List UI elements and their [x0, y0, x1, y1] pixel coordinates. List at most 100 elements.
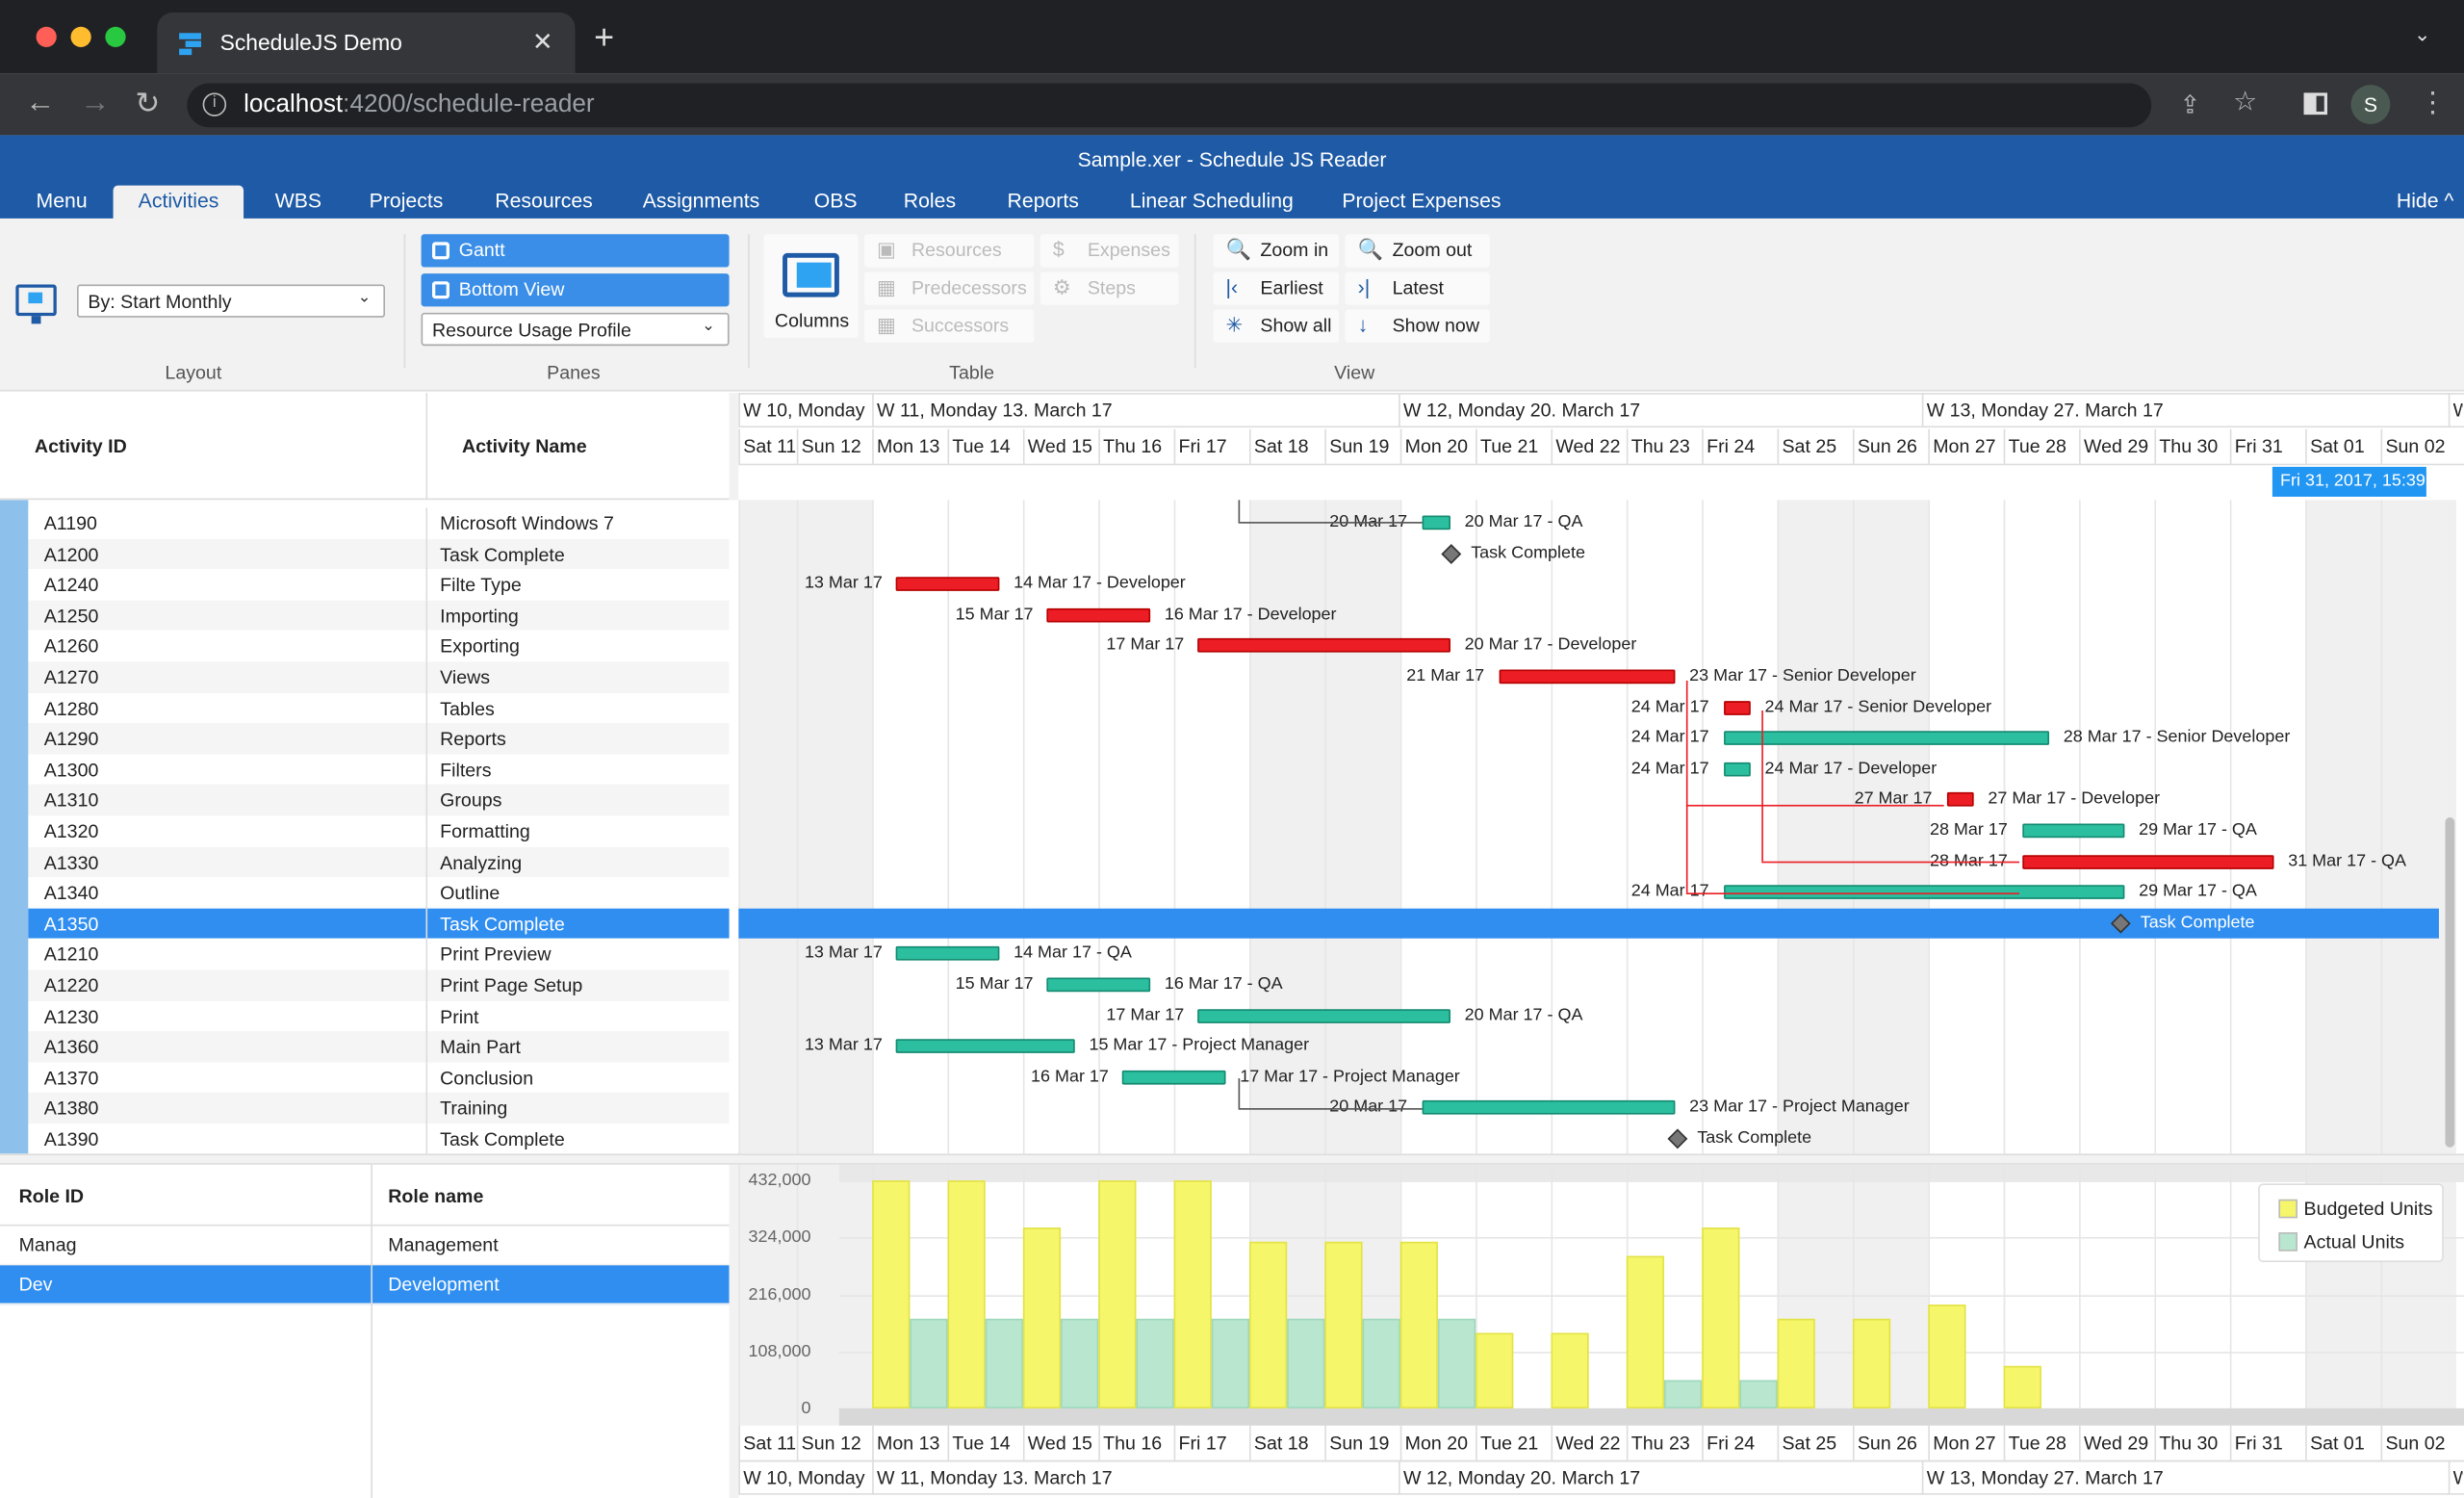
pane-splitter[interactable] — [0, 1153, 2464, 1165]
latest-button[interactable]: ›| Latest — [1345, 271, 1490, 305]
menu-tab-assignments[interactable]: Assignments — [642, 188, 760, 213]
side-panel-icon[interactable] — [2303, 92, 2328, 116]
role-row[interactable]: Dev Development — [0, 1265, 730, 1305]
column-header-role-name[interactable]: Role name — [388, 1185, 484, 1207]
gantt-row-selected[interactable] — [738, 908, 2439, 940]
activity-bar[interactable] — [1724, 885, 2125, 900]
activity-bar[interactable] — [895, 1039, 1075, 1054]
menu-tab-resources[interactable]: Resources — [495, 188, 593, 213]
show-now-button[interactable]: ↓ Show now — [1345, 309, 1490, 343]
activity-bar[interactable] — [1121, 1070, 1226, 1085]
browser-menu-icon[interactable]: ⋮ — [2418, 86, 2448, 118]
activity-bar[interactable] — [1724, 731, 2050, 746]
role-row[interactable]: Manag Management — [0, 1226, 730, 1266]
table-row[interactable]: A1190 Microsoft Windows 7 — [28, 507, 730, 539]
zoom-out-button[interactable]: 🔍 Zoom out — [1345, 234, 1490, 268]
bookmark-star-icon[interactable]: ☆ — [2233, 86, 2257, 116]
table-row[interactable]: A1340 Outline — [28, 877, 730, 909]
address-bar[interactable]: i localhost:4200/schedule-reader — [187, 83, 2152, 128]
bottom-view-toggle-button[interactable]: Bottom View — [421, 273, 730, 307]
activity-bar[interactable] — [1724, 762, 1751, 777]
table-row[interactable]: A1230 Print — [28, 1000, 730, 1032]
critical-activity-bar[interactable] — [1724, 700, 1751, 715]
close-window-icon[interactable] — [36, 26, 57, 47]
share-icon[interactable]: ⇪ — [2179, 92, 2201, 120]
site-info-icon[interactable]: i — [202, 92, 227, 116]
column-header-activity-name[interactable]: Activity Name — [462, 435, 587, 458]
day-label: Sun 12 — [801, 435, 861, 458]
table-row[interactable]: A1200 Task Complete — [28, 538, 730, 570]
critical-activity-bar[interactable] — [1197, 638, 1450, 654]
column-header-role-id[interactable]: Role ID — [18, 1185, 85, 1207]
earliest-button[interactable]: |‹ Earliest — [1213, 271, 1340, 305]
menu-tab-linear-scheduling[interactable]: Linear Scheduling — [1129, 188, 1294, 213]
monitor-icon[interactable] — [15, 284, 57, 324]
show-all-button[interactable]: ✳ Show all — [1213, 309, 1340, 343]
back-icon[interactable]: ← — [25, 86, 56, 120]
table-row[interactable]: A1350 Task Complete — [28, 908, 730, 940]
menu-tab-menu[interactable]: Menu — [36, 188, 88, 213]
successors-button[interactable]: ▦ Successors — [863, 309, 1035, 343]
activity-bar[interactable] — [1046, 977, 1151, 993]
new-tab-icon[interactable]: + — [594, 16, 615, 57]
table-row[interactable]: A1210 Print Preview — [28, 939, 730, 970]
bar-start-label: 13 Mar 17 — [804, 1036, 883, 1055]
reload-icon[interactable]: ↻ — [135, 88, 161, 121]
activity-bar[interactable] — [1422, 515, 1450, 530]
table-row[interactable]: A1250 Importing — [28, 600, 730, 632]
table-row[interactable]: A1310 Groups — [28, 785, 730, 816]
table-row[interactable]: A1270 Views — [28, 661, 730, 693]
activity-bar[interactable] — [2022, 823, 2125, 839]
critical-activity-bar[interactable] — [1499, 669, 1676, 684]
activity-bar[interactable] — [1422, 1100, 1676, 1116]
layout-select[interactable]: By: Start Monthly ⌄ — [77, 284, 386, 318]
bar-start-label: 24 Mar 17 — [1630, 759, 1709, 778]
vertical-scrollbar[interactable] — [2445, 817, 2455, 1148]
zoom-in-button[interactable]: 🔍 Zoom in — [1213, 234, 1340, 268]
predecessors-button[interactable]: ▦ Predecessors — [863, 271, 1035, 305]
table-row[interactable]: A1260 Exporting — [28, 631, 730, 662]
steps-button[interactable]: ⚙ Steps — [1040, 271, 1179, 305]
bar-end-label: 14 Mar 17 - Developer — [1014, 574, 1186, 593]
activity-bar[interactable] — [895, 946, 1000, 962]
milestone-marker[interactable] — [1667, 1128, 1688, 1149]
critical-activity-bar[interactable] — [1946, 792, 1974, 808]
table-row[interactable]: A1240 Filte Type — [28, 569, 730, 601]
table-row[interactable]: A1290 Reports — [28, 723, 730, 755]
tab-search-chevron-icon[interactable]: ⌄ — [2413, 21, 2431, 46]
table-row[interactable]: A1390 Task Complete — [28, 1124, 730, 1154]
gantt-toggle-button[interactable]: Gantt — [421, 234, 730, 268]
menu-tab-roles[interactable]: Roles — [903, 188, 957, 213]
table-row[interactable]: A1370 Conclusion — [28, 1062, 730, 1094]
critical-activity-bar[interactable] — [1046, 607, 1151, 623]
panes-select[interactable]: Resource Usage Profile ⌄ — [421, 312, 730, 347]
critical-activity-bar[interactable] — [2022, 854, 2274, 869]
milestone-marker[interactable] — [1441, 543, 1462, 564]
profile-avatar[interactable]: S — [2350, 85, 2391, 124]
table-row[interactable]: A1300 Filters — [28, 754, 730, 786]
hide-ribbon-button[interactable]: Hide ^ — [2396, 188, 2454, 213]
table-row[interactable]: A1280 Tables — [28, 692, 730, 724]
minimize-window-icon[interactable] — [70, 26, 91, 47]
activity-bar[interactable] — [1197, 1008, 1450, 1023]
maximize-window-icon[interactable] — [105, 26, 126, 47]
expenses-button[interactable]: $ Expenses — [1040, 234, 1179, 268]
menu-tab-activities[interactable]: Activities — [113, 185, 244, 219]
close-tab-icon[interactable]: ✕ — [531, 30, 553, 57]
critical-activity-bar[interactable] — [895, 577, 1000, 592]
menu-tab-reports[interactable]: Reports — [1007, 188, 1079, 213]
table-row[interactable]: A1380 Training — [28, 1093, 730, 1124]
menu-tab-obs[interactable]: OBS — [813, 188, 858, 213]
table-row[interactable]: A1320 Formatting — [28, 815, 730, 847]
browser-tab[interactable]: ScheduleJS Demo ✕ — [157, 13, 576, 74]
table-row[interactable]: A1360 Main Part — [28, 1031, 730, 1063]
forward-icon[interactable]: → — [80, 86, 111, 120]
menu-tab-projects[interactable]: Projects — [369, 188, 444, 213]
column-header-activity-id[interactable]: Activity ID — [34, 435, 127, 458]
menu-tab-wbs[interactable]: WBS — [274, 188, 322, 213]
menu-tab-project-expenses[interactable]: Project Expenses — [1342, 188, 1502, 213]
columns-button[interactable]: Columns — [763, 234, 859, 339]
table-row[interactable]: A1220 Print Page Setup — [28, 969, 730, 1001]
resources-button[interactable]: ▣ Resources — [863, 234, 1035, 268]
table-row[interactable]: A1330 Analyzing — [28, 846, 730, 878]
